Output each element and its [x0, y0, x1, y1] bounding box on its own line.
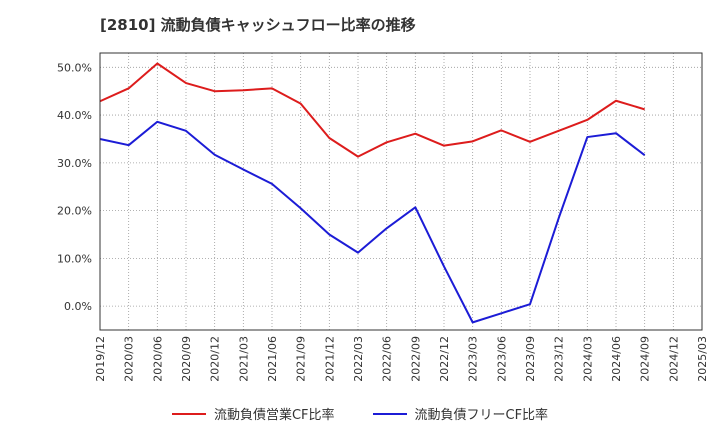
y-tick-labels: 0.0% 10.0% 20.0% 30.0% 40.0% 50.0%	[57, 61, 92, 313]
x-tick-label: 2022/03	[352, 336, 365, 382]
x-tick-label: 2025/03	[696, 336, 709, 382]
x-tick-label: 2024/12	[667, 336, 680, 382]
legend-label: 流動負債フリーCF比率	[414, 408, 549, 423]
y-tick-label: 40.0%	[57, 109, 92, 122]
y-tick-label: 50.0%	[57, 61, 92, 74]
legend-item-operating-cf: 流動負債営業CF比率	[171, 404, 335, 423]
y-tick-label: 20.0%	[57, 205, 92, 218]
x-tick-label: 2024/03	[581, 336, 594, 382]
x-tick-label: 2020/06	[151, 336, 164, 382]
x-tick-label: 2021/03	[237, 336, 250, 382]
y-tick-label: 30.0%	[57, 157, 92, 170]
series-line-0	[99, 62, 645, 158]
legend-label: 流動負債営業CF比率	[213, 408, 335, 423]
x-tick-labels: 2019/12 2020/03 2020/06 2020/09 2020/12 2021/…	[94, 336, 709, 382]
x-tick-label: 2021/06	[266, 336, 279, 382]
x-tick-label: 2021/12	[323, 336, 336, 382]
x-tick-label: 2024/09	[639, 336, 652, 382]
legend: 流動負債営業CF比率 流動負債フリーCF比率	[0, 404, 720, 423]
x-tick-label: 2023/06	[495, 336, 508, 382]
series-line-1	[99, 120, 646, 324]
plot-frame	[99, 52, 703, 331]
chart-title: [2810] 流動負債キャッシュフロー比率の推移	[100, 16, 416, 34]
x-tick-label: 2022/06	[381, 336, 394, 382]
x-tick-label: 2024/06	[610, 336, 623, 382]
x-tick-label: 2020/12	[209, 336, 222, 382]
x-tick-label: 2023/09	[524, 336, 537, 382]
x-tick-label: 2023/12	[553, 336, 566, 382]
x-tick-label: 2020/03	[123, 336, 136, 382]
legend-item-free-cf: 流動負債フリーCF比率	[372, 404, 549, 423]
x-tick-label: 2023/03	[467, 336, 480, 382]
x-tick-label: 2022/12	[438, 336, 451, 382]
legend-swatch-red	[171, 412, 206, 415]
series-lines	[99, 62, 646, 324]
x-tick-label: 2019/12	[94, 336, 107, 382]
y-tick-label: 0.0%	[64, 300, 92, 313]
grid-lines	[99, 53, 703, 330]
x-tick-label: 2022/09	[409, 336, 422, 382]
x-tick-label: 2021/09	[295, 336, 308, 382]
y-tick-label: 10.0%	[57, 252, 92, 265]
x-tick-label: 2020/09	[180, 336, 193, 382]
legend-swatch-blue	[372, 412, 407, 415]
